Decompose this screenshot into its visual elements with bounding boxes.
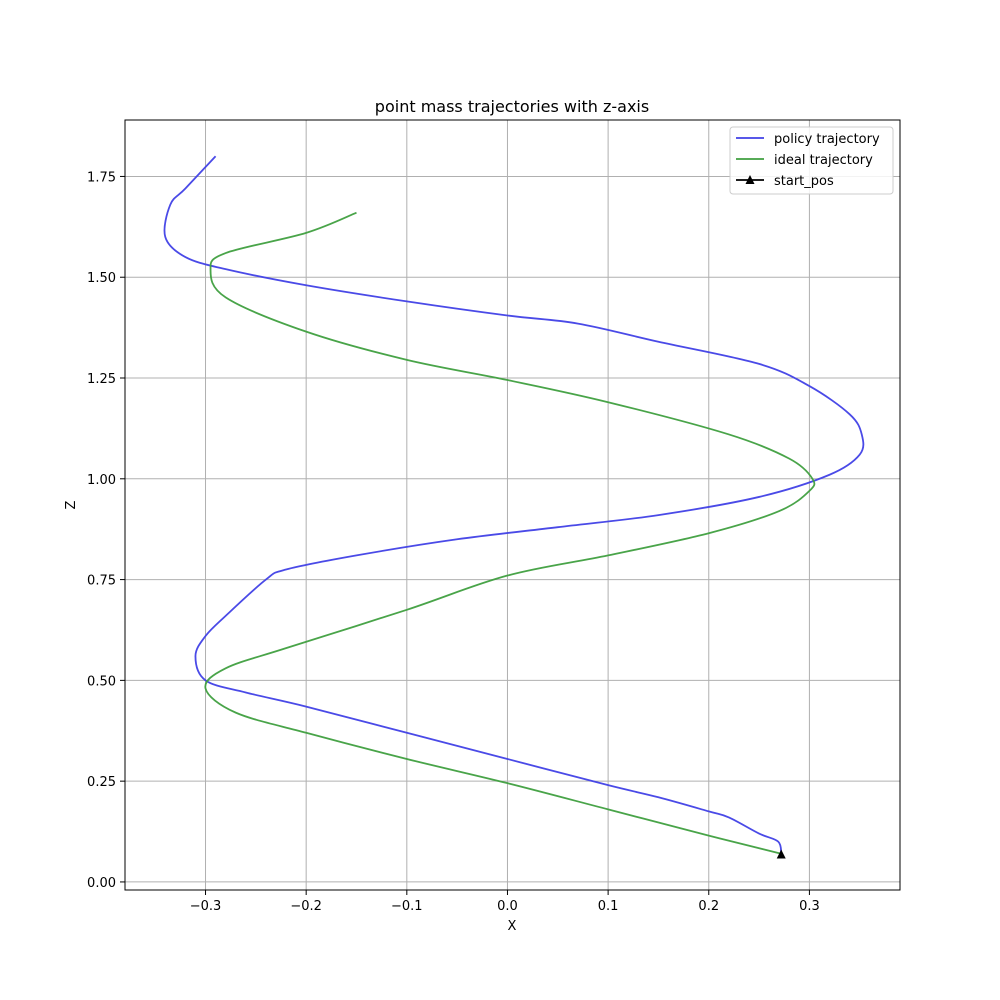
grid-layer [125, 120, 900, 890]
x-tick-label: −0.2 [290, 899, 322, 914]
y-tick-label: 0.25 [87, 775, 116, 790]
y-tick-label: 1.00 [87, 473, 116, 488]
legend-label: ideal trajectory [774, 153, 873, 168]
plot-frame [124, 119, 901, 891]
legend-label: policy trajectory [774, 132, 880, 147]
x-tick-label: −0.3 [190, 899, 222, 914]
legend: policy trajectory ideal trajectory start_p… [729, 126, 894, 195]
legend-marker [745, 175, 755, 184]
tick-layer: −0.3 −0.2 −0.1 0.0 0.1 0.2 0.3 0.00 0.25 0.50 0.75… [87, 170, 820, 914]
y-tick-label: 1.25 [87, 372, 116, 387]
y-tick-label: 1.50 [87, 271, 116, 286]
y-axis-label: Z [64, 500, 79, 509]
legend-entry-start-pos: start_pos [736, 174, 834, 189]
x-tick-label: 0.3 [799, 899, 820, 914]
x-tick-label: 0.0 [497, 899, 518, 914]
legend-box [729, 126, 894, 195]
x-axis-label: X [508, 919, 517, 934]
y-tick-label: 1.75 [87, 170, 116, 185]
chart-title: point mass trajectories with z-axis [375, 97, 649, 116]
policy-trajectory-line [163, 155, 865, 854]
series-layer [163, 155, 865, 859]
x-tick-label: 0.1 [598, 899, 619, 914]
legend-entry-policy-trajectory: policy trajectory [736, 132, 880, 147]
x-tick-label: 0.2 [698, 899, 719, 914]
legend-entry-ideal-trajectory: ideal trajectory [736, 153, 873, 168]
legend-label: start_pos [774, 174, 834, 189]
x-tick-label: −0.1 [391, 899, 423, 914]
y-tick-label: 0.00 [87, 876, 116, 891]
y-tick-label: 0.75 [87, 574, 116, 589]
ideal-trajectory-line [204, 211, 816, 855]
y-tick-label: 0.50 [87, 674, 116, 689]
start-pos-marker [776, 849, 786, 859]
